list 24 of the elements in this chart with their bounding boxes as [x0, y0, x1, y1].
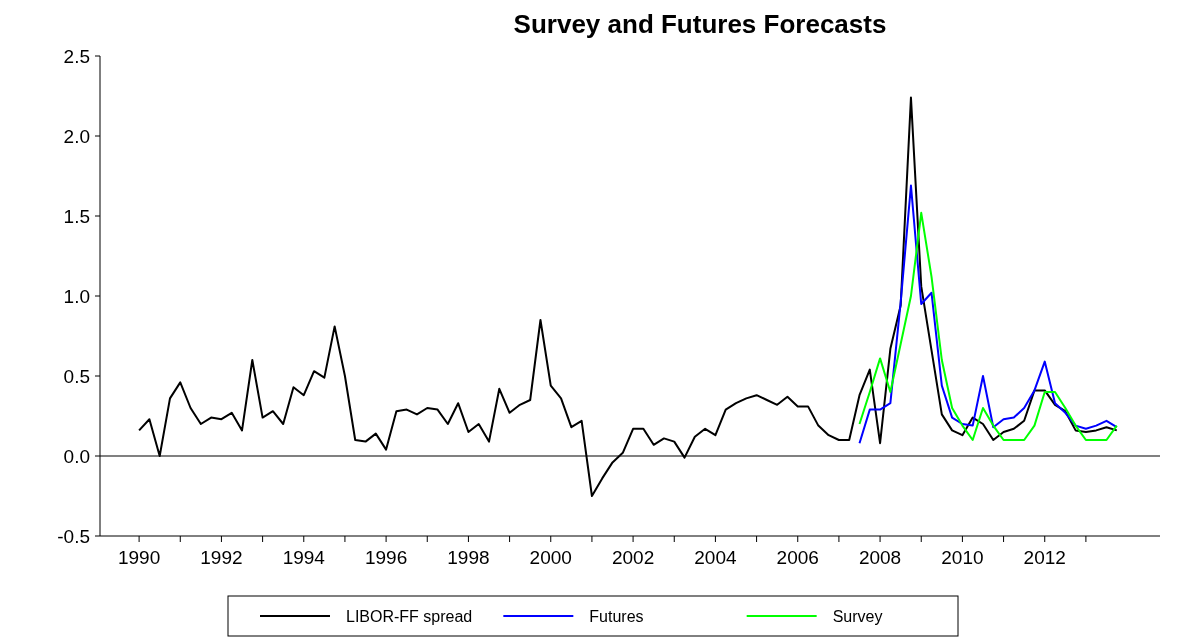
y-tick-label: 0.5 [63, 365, 90, 387]
x-tick-label: 1998 [447, 547, 490, 568]
y-tick-label: 2.0 [63, 125, 90, 147]
x-tick-label: 2006 [776, 547, 819, 568]
x-tick-label: 2002 [611, 547, 655, 568]
x-tick-label: 1994 [282, 547, 326, 568]
x-tick-label: 2010 [941, 547, 984, 568]
x-tick-label: 2000 [529, 547, 572, 568]
x-tick-label: 1992 [200, 547, 243, 568]
x-tick-label: 2004 [694, 547, 737, 568]
x-tick-label: 2008 [858, 547, 902, 568]
legend-label: LIBOR-FF spread [346, 607, 473, 625]
x-tick-label: 2012 [1023, 547, 1066, 568]
y-tick-label: 2.5 [63, 45, 90, 67]
legend-label: Futures [589, 607, 644, 625]
y-tick-label: 0.0 [63, 445, 90, 467]
y-tick-label: 1.5 [63, 205, 90, 227]
y-tick-label: -0.5 [57, 525, 90, 547]
legend-label: Survey [832, 607, 883, 625]
x-tick-label: 1996 [364, 547, 408, 568]
y-tick-label: 1.0 [63, 285, 90, 307]
chart-title: Survey and Futures Forecasts [513, 9, 887, 39]
x-tick-label: 1990 [117, 547, 161, 568]
line-series [138, 96, 1118, 497]
